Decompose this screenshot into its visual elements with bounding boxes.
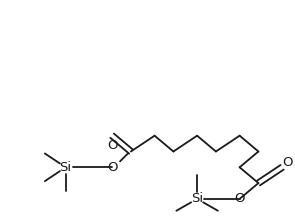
Text: O: O [282, 156, 292, 169]
Text: Si: Si [191, 192, 203, 205]
Text: O: O [107, 139, 117, 152]
Text: O: O [235, 192, 245, 205]
Text: O: O [107, 161, 117, 174]
Text: Si: Si [60, 161, 72, 174]
